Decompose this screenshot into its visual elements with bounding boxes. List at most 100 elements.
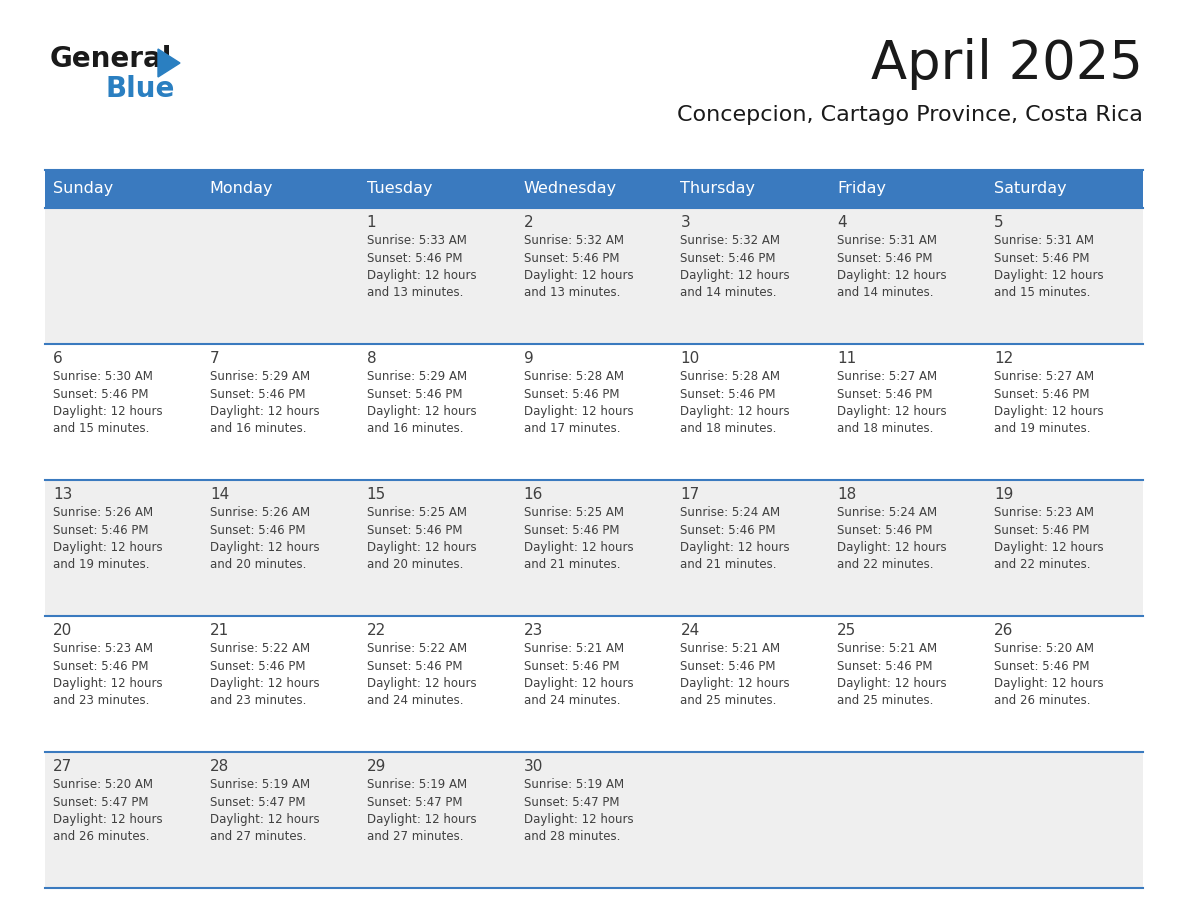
- Text: 9: 9: [524, 351, 533, 366]
- Text: Sunrise: 5:27 AM
Sunset: 5:46 PM
Daylight: 12 hours
and 19 minutes.: Sunrise: 5:27 AM Sunset: 5:46 PM Dayligh…: [994, 370, 1104, 435]
- Bar: [359, 208, 516, 344]
- Text: Wednesday: Wednesday: [524, 182, 617, 196]
- Text: Sunrise: 5:22 AM
Sunset: 5:46 PM
Daylight: 12 hours
and 23 minutes.: Sunrise: 5:22 AM Sunset: 5:46 PM Dayligh…: [210, 642, 320, 708]
- Text: 15: 15: [367, 487, 386, 502]
- Text: Sunrise: 5:21 AM
Sunset: 5:46 PM
Daylight: 12 hours
and 25 minutes.: Sunrise: 5:21 AM Sunset: 5:46 PM Dayligh…: [838, 642, 947, 708]
- Bar: [672, 616, 829, 752]
- Text: Sunrise: 5:27 AM
Sunset: 5:46 PM
Daylight: 12 hours
and 18 minutes.: Sunrise: 5:27 AM Sunset: 5:46 PM Dayligh…: [838, 370, 947, 435]
- Text: Sunrise: 5:28 AM
Sunset: 5:46 PM
Daylight: 12 hours
and 17 minutes.: Sunrise: 5:28 AM Sunset: 5:46 PM Dayligh…: [524, 370, 633, 435]
- Bar: [45, 170, 202, 208]
- Bar: [202, 752, 359, 888]
- Text: Sunrise: 5:28 AM
Sunset: 5:46 PM
Daylight: 12 hours
and 18 minutes.: Sunrise: 5:28 AM Sunset: 5:46 PM Dayligh…: [681, 370, 790, 435]
- Bar: [986, 208, 1143, 344]
- Text: 27: 27: [53, 759, 72, 774]
- Text: Saturday: Saturday: [994, 182, 1067, 196]
- Text: Sunrise: 5:20 AM
Sunset: 5:46 PM
Daylight: 12 hours
and 26 minutes.: Sunrise: 5:20 AM Sunset: 5:46 PM Dayligh…: [994, 642, 1104, 708]
- Text: 13: 13: [53, 487, 72, 502]
- Text: 26: 26: [994, 623, 1013, 638]
- Text: Sunrise: 5:20 AM
Sunset: 5:47 PM
Daylight: 12 hours
and 26 minutes.: Sunrise: 5:20 AM Sunset: 5:47 PM Dayligh…: [53, 778, 163, 844]
- Text: Sunrise: 5:19 AM
Sunset: 5:47 PM
Daylight: 12 hours
and 27 minutes.: Sunrise: 5:19 AM Sunset: 5:47 PM Dayligh…: [367, 778, 476, 844]
- Text: 17: 17: [681, 487, 700, 502]
- Text: 22: 22: [367, 623, 386, 638]
- Bar: [45, 480, 202, 616]
- Bar: [202, 344, 359, 480]
- Bar: [986, 752, 1143, 888]
- Bar: [829, 208, 986, 344]
- Text: 23: 23: [524, 623, 543, 638]
- Text: Sunrise: 5:26 AM
Sunset: 5:46 PM
Daylight: 12 hours
and 20 minutes.: Sunrise: 5:26 AM Sunset: 5:46 PM Dayligh…: [210, 506, 320, 572]
- Text: Sunrise: 5:31 AM
Sunset: 5:46 PM
Daylight: 12 hours
and 14 minutes.: Sunrise: 5:31 AM Sunset: 5:46 PM Dayligh…: [838, 234, 947, 299]
- Text: General: General: [50, 45, 172, 73]
- Text: 10: 10: [681, 351, 700, 366]
- Text: 6: 6: [53, 351, 63, 366]
- Text: Sunrise: 5:24 AM
Sunset: 5:46 PM
Daylight: 12 hours
and 21 minutes.: Sunrise: 5:24 AM Sunset: 5:46 PM Dayligh…: [681, 506, 790, 572]
- Text: Thursday: Thursday: [681, 182, 756, 196]
- Bar: [672, 344, 829, 480]
- Bar: [516, 344, 672, 480]
- Text: 1: 1: [367, 215, 377, 230]
- Bar: [672, 480, 829, 616]
- Bar: [516, 616, 672, 752]
- Text: 18: 18: [838, 487, 857, 502]
- Text: 11: 11: [838, 351, 857, 366]
- Text: 8: 8: [367, 351, 377, 366]
- Text: 30: 30: [524, 759, 543, 774]
- Bar: [359, 752, 516, 888]
- Text: Sunrise: 5:19 AM
Sunset: 5:47 PM
Daylight: 12 hours
and 28 minutes.: Sunrise: 5:19 AM Sunset: 5:47 PM Dayligh…: [524, 778, 633, 844]
- Bar: [202, 616, 359, 752]
- Text: 29: 29: [367, 759, 386, 774]
- Text: 3: 3: [681, 215, 690, 230]
- Polygon shape: [158, 49, 181, 77]
- Bar: [45, 344, 202, 480]
- Text: Blue: Blue: [105, 75, 175, 103]
- Text: 21: 21: [210, 623, 229, 638]
- Text: Sunrise: 5:32 AM
Sunset: 5:46 PM
Daylight: 12 hours
and 14 minutes.: Sunrise: 5:32 AM Sunset: 5:46 PM Dayligh…: [681, 234, 790, 299]
- Text: Tuesday: Tuesday: [367, 182, 432, 196]
- Text: 20: 20: [53, 623, 72, 638]
- Text: Sunrise: 5:22 AM
Sunset: 5:46 PM
Daylight: 12 hours
and 24 minutes.: Sunrise: 5:22 AM Sunset: 5:46 PM Dayligh…: [367, 642, 476, 708]
- Text: Friday: Friday: [838, 182, 886, 196]
- Bar: [986, 480, 1143, 616]
- Bar: [672, 752, 829, 888]
- Text: Sunrise: 5:24 AM
Sunset: 5:46 PM
Daylight: 12 hours
and 22 minutes.: Sunrise: 5:24 AM Sunset: 5:46 PM Dayligh…: [838, 506, 947, 572]
- Bar: [829, 480, 986, 616]
- Text: Sunrise: 5:25 AM
Sunset: 5:46 PM
Daylight: 12 hours
and 21 minutes.: Sunrise: 5:25 AM Sunset: 5:46 PM Dayligh…: [524, 506, 633, 572]
- Text: 4: 4: [838, 215, 847, 230]
- Text: Sunrise: 5:21 AM
Sunset: 5:46 PM
Daylight: 12 hours
and 25 minutes.: Sunrise: 5:21 AM Sunset: 5:46 PM Dayligh…: [681, 642, 790, 708]
- Text: Sunrise: 5:30 AM
Sunset: 5:46 PM
Daylight: 12 hours
and 15 minutes.: Sunrise: 5:30 AM Sunset: 5:46 PM Dayligh…: [53, 370, 163, 435]
- Bar: [986, 616, 1143, 752]
- Text: 2: 2: [524, 215, 533, 230]
- Text: 5: 5: [994, 215, 1004, 230]
- Bar: [359, 480, 516, 616]
- Bar: [829, 752, 986, 888]
- Text: Sunrise: 5:23 AM
Sunset: 5:46 PM
Daylight: 12 hours
and 23 minutes.: Sunrise: 5:23 AM Sunset: 5:46 PM Dayligh…: [53, 642, 163, 708]
- Text: Sunrise: 5:23 AM
Sunset: 5:46 PM
Daylight: 12 hours
and 22 minutes.: Sunrise: 5:23 AM Sunset: 5:46 PM Dayligh…: [994, 506, 1104, 572]
- Bar: [829, 170, 986, 208]
- Text: Monday: Monday: [210, 182, 273, 196]
- Text: Sunrise: 5:21 AM
Sunset: 5:46 PM
Daylight: 12 hours
and 24 minutes.: Sunrise: 5:21 AM Sunset: 5:46 PM Dayligh…: [524, 642, 633, 708]
- Bar: [516, 752, 672, 888]
- Bar: [986, 344, 1143, 480]
- Text: Sunrise: 5:32 AM
Sunset: 5:46 PM
Daylight: 12 hours
and 13 minutes.: Sunrise: 5:32 AM Sunset: 5:46 PM Dayligh…: [524, 234, 633, 299]
- Text: Sunday: Sunday: [53, 182, 113, 196]
- Text: Sunrise: 5:31 AM
Sunset: 5:46 PM
Daylight: 12 hours
and 15 minutes.: Sunrise: 5:31 AM Sunset: 5:46 PM Dayligh…: [994, 234, 1104, 299]
- Text: Concepcion, Cartago Province, Costa Rica: Concepcion, Cartago Province, Costa Rica: [677, 105, 1143, 125]
- Bar: [45, 752, 202, 888]
- Bar: [202, 170, 359, 208]
- Bar: [516, 480, 672, 616]
- Text: 14: 14: [210, 487, 229, 502]
- Text: Sunrise: 5:29 AM
Sunset: 5:46 PM
Daylight: 12 hours
and 16 minutes.: Sunrise: 5:29 AM Sunset: 5:46 PM Dayligh…: [367, 370, 476, 435]
- Bar: [986, 170, 1143, 208]
- Text: 12: 12: [994, 351, 1013, 366]
- Text: 24: 24: [681, 623, 700, 638]
- Text: 25: 25: [838, 623, 857, 638]
- Bar: [672, 170, 829, 208]
- Text: 16: 16: [524, 487, 543, 502]
- Text: 28: 28: [210, 759, 229, 774]
- Bar: [45, 616, 202, 752]
- Bar: [672, 208, 829, 344]
- Text: Sunrise: 5:26 AM
Sunset: 5:46 PM
Daylight: 12 hours
and 19 minutes.: Sunrise: 5:26 AM Sunset: 5:46 PM Dayligh…: [53, 506, 163, 572]
- Text: 7: 7: [210, 351, 220, 366]
- Bar: [202, 208, 359, 344]
- Bar: [829, 344, 986, 480]
